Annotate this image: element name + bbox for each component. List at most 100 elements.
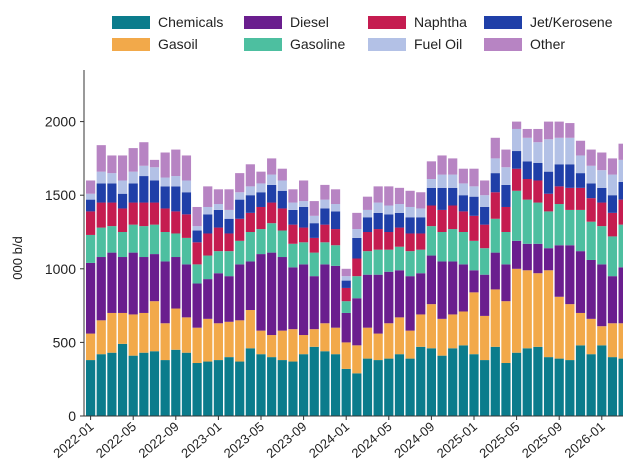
bar-segment-fuel-oil: [139, 165, 149, 177]
bar-segment-diesel: [607, 276, 618, 324]
bar-segment-jet-kerosene: [107, 183, 117, 203]
bar-segment-chemicals: [554, 358, 564, 416]
bar-segment-fuel-oil: [128, 171, 138, 184]
bar-segment-fuel-oil: [618, 159, 623, 182]
bar-segment-gasoline: [203, 255, 213, 280]
bar-segment-diesel: [139, 257, 149, 313]
bar-segment-fuel-oil: [277, 180, 287, 191]
bar-segment-gasoline: [139, 226, 149, 258]
bar-segment-other: [245, 164, 255, 187]
bar-segment-other: [405, 190, 415, 207]
bar-segment-gasoil: [86, 333, 96, 361]
bar-segment-gasoline: [416, 249, 426, 274]
bar-segment-gasoil: [203, 318, 213, 362]
bar-segment-naphtha: [618, 199, 623, 225]
bar-segment-gasoil: [607, 323, 618, 358]
legend-label-naphtha: Naphtha: [414, 14, 467, 30]
bar-segment-fuel-oil: [224, 209, 234, 219]
x-tick-label: 2022-01: [50, 419, 96, 461]
bar-segment-jet-kerosene: [267, 184, 277, 203]
bar-segment-gasoil: [373, 333, 383, 361]
bar-segment-diesel: [373, 274, 383, 334]
bar-segment-fuel-oil: [512, 128, 522, 152]
bar-segment-gasoil: [554, 296, 564, 359]
x-tick-label: 2026-01: [562, 419, 608, 461]
x-axis: 2022-012022-052022-092023-012023-052023-…: [50, 416, 608, 461]
bar-segment-jet-kerosene: [416, 217, 426, 234]
bar-segment-naphtha: [405, 233, 415, 252]
bar-segment-diesel: [107, 252, 117, 313]
bar-segment-naphtha: [330, 229, 341, 246]
bar-segment-naphtha: [128, 202, 138, 225]
bar-segment-chemicals: [86, 360, 96, 416]
bar-segment-other: [533, 128, 543, 143]
bar-segment-gasoline: [437, 232, 447, 262]
bar-segment-naphtha: [373, 229, 383, 250]
bar-segment-fuel-oil: [458, 183, 468, 196]
bar-segment-jet-kerosene: [426, 187, 436, 206]
bar-segment-gasoline: [575, 209, 586, 252]
bar-segment-fuel-oil: [522, 137, 532, 162]
bar-segment-jet-kerosene: [597, 187, 607, 203]
bar-segment-jet-kerosene: [330, 211, 341, 230]
bar-segment-naphtha: [256, 206, 266, 230]
bar-segment-gasoil: [480, 315, 490, 361]
legend-item-fuel-oil: Fuel Oil: [368, 34, 462, 54]
bar-segment-jet-kerosene: [565, 164, 575, 188]
bar-segment-fuel-oil: [607, 174, 618, 196]
bar-segment-gasoline: [490, 218, 500, 253]
legend-item-naphtha: Naphtha: [368, 12, 467, 32]
bar-segment-other: [267, 158, 277, 175]
x-tick-label: 2025-05: [476, 419, 522, 461]
bar-segment-jet-kerosene: [448, 187, 458, 206]
bar-segment-other: [330, 189, 341, 205]
bar-segment-gasoil: [277, 330, 287, 361]
x-tick-label: 2022-05: [93, 419, 139, 461]
bar-segment-gasoil: [160, 323, 170, 361]
legend-label-chemicals: Chemicals: [158, 14, 224, 30]
bar-segment-fuel-oil: [490, 158, 500, 174]
bar-segment-other: [490, 137, 500, 159]
bar-segment-fuel-oil: [192, 226, 202, 231]
bar-segment-other: [213, 189, 223, 205]
bar-segment-fuel-oil: [320, 199, 330, 209]
bar-segment-fuel-oil: [586, 165, 596, 184]
legend-swatch-other: [484, 37, 522, 51]
bar-segment-gasoline: [160, 232, 170, 262]
bar-segment-diesel: [469, 270, 479, 293]
bar-segment-chemicals: [362, 358, 373, 416]
bar-segment-other: [554, 121, 564, 138]
bar-segment-gasoil: [288, 329, 298, 362]
bar-segment-naphtha: [469, 215, 479, 241]
bar-segment-chemicals: [458, 345, 468, 416]
bar-segment-naphtha: [480, 224, 490, 249]
bar-segment-gasoil: [96, 320, 106, 355]
bar-segment-other: [288, 189, 298, 203]
bar-segment-diesel: [352, 298, 362, 346]
bar-segment-diesel: [96, 257, 106, 321]
bar-segment-gasoil: [586, 318, 596, 355]
legend-swatch-diesel: [244, 15, 282, 29]
bar-segment-fuel-oil: [480, 195, 490, 207]
bar-segment-gasoil: [426, 304, 436, 349]
bar-segment-other: [373, 186, 383, 203]
bar-segment-fuel-oil: [533, 142, 543, 163]
bar-segment-other: [86, 180, 96, 194]
bar-segment-diesel: [181, 264, 192, 318]
bar-segment-chemicals: [586, 354, 596, 416]
x-tick-label: 2025-09: [519, 419, 565, 461]
bar-segment-naphtha: [149, 202, 160, 225]
bar-segment-gasoline: [448, 229, 458, 262]
bar-segment-fuel-oil: [575, 155, 586, 174]
bar-segment-fuel-oil: [309, 215, 319, 224]
bar-segment-chemicals: [267, 357, 277, 416]
bar-segment-gasoil: [107, 312, 117, 353]
legend-item-jet-kerosene: Jet/Kerosene: [484, 12, 613, 32]
bar-segment-naphtha: [309, 237, 319, 253]
legend-item-gasoil: Gasoil: [112, 34, 198, 54]
bar-segment-naphtha: [96, 202, 106, 228]
bar-segment-chemicals: [469, 354, 479, 416]
bar-segment-gasoil: [543, 270, 554, 358]
bar-segment-gasoline: [309, 252, 319, 277]
